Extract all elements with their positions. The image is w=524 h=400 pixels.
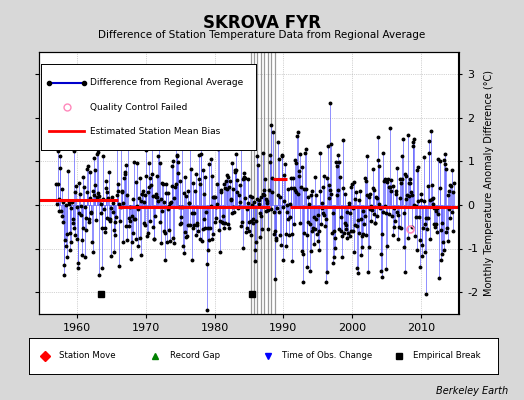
Text: Quality Control Failed: Quality Control Failed	[90, 102, 188, 112]
Text: Estimated Station Mean Bias: Estimated Station Mean Bias	[90, 126, 221, 136]
Text: SKROVA FYR: SKROVA FYR	[203, 14, 321, 32]
Text: Station Move: Station Move	[59, 352, 116, 360]
Text: Record Gap: Record Gap	[169, 352, 220, 360]
Y-axis label: Monthly Temperature Anomaly Difference (°C): Monthly Temperature Anomaly Difference (…	[484, 70, 494, 296]
Text: Difference of Station Temperature Data from Regional Average: Difference of Station Temperature Data f…	[99, 30, 425, 40]
Text: Time of Obs. Change: Time of Obs. Change	[282, 352, 373, 360]
Text: Empirical Break: Empirical Break	[413, 352, 481, 360]
Text: Difference from Regional Average: Difference from Regional Average	[90, 78, 244, 88]
Text: Berkeley Earth: Berkeley Earth	[436, 386, 508, 396]
